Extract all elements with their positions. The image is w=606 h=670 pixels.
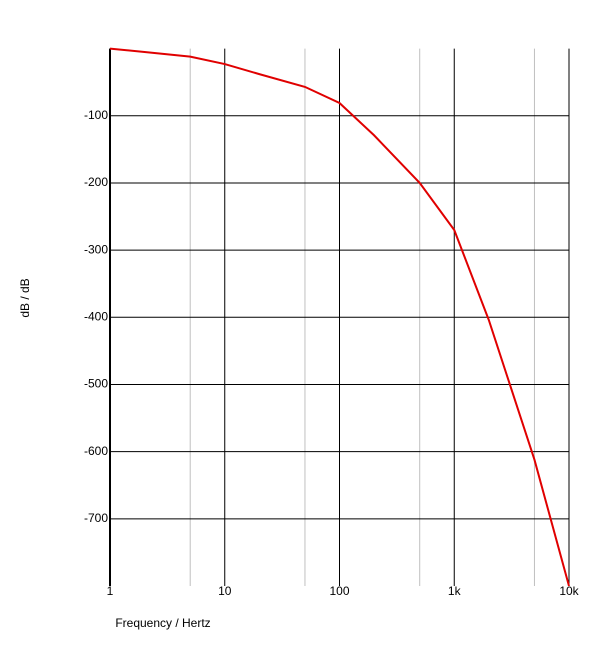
- y-tick-label: -500: [84, 377, 108, 391]
- x-tick-label: 10k: [559, 584, 579, 598]
- x-tick-label: 100: [329, 584, 349, 598]
- y-tick-label: -700: [84, 511, 108, 525]
- x-axis-label: Frequency / Hertz: [115, 616, 210, 630]
- y-tick-label: -400: [84, 309, 108, 323]
- y-tick-label: -300: [84, 242, 108, 256]
- line: [109, 47, 570, 587]
- x-tick-label: 10: [218, 584, 232, 598]
- x-tick-label: 1k: [448, 584, 462, 598]
- x-tick-label: 1: [107, 584, 114, 598]
- y-tick-label: -200: [84, 175, 108, 189]
- y-axis-label: dB / dB: [18, 278, 32, 317]
- y-tick-label: -600: [84, 444, 108, 458]
- y-tick-label: -100: [84, 108, 108, 122]
